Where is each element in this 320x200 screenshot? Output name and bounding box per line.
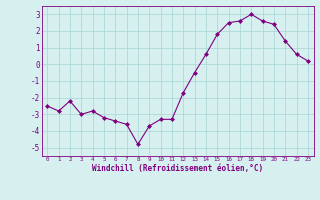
X-axis label: Windchill (Refroidissement éolien,°C): Windchill (Refroidissement éolien,°C) bbox=[92, 164, 263, 173]
